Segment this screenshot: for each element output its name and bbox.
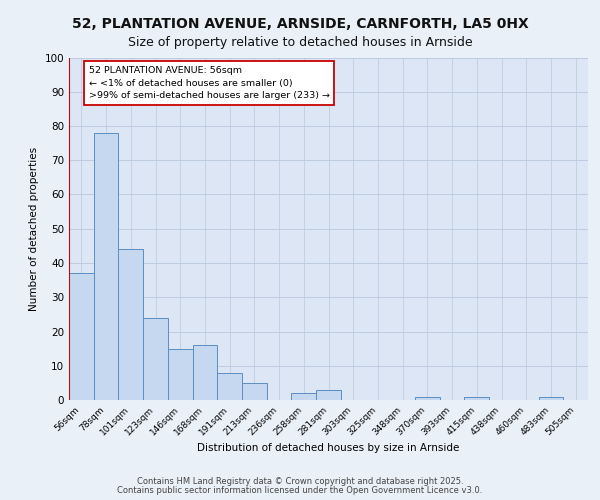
Bar bbox=[415, 396, 440, 400]
Y-axis label: Number of detached properties: Number of detached properties bbox=[29, 146, 39, 311]
Bar bbox=[168, 348, 193, 400]
Text: 52 PLANTATION AVENUE: 56sqm
← <1% of detached houses are smaller (0)
>99% of sem: 52 PLANTATION AVENUE: 56sqm ← <1% of det… bbox=[89, 66, 330, 100]
Bar bbox=[464, 396, 489, 400]
Text: Size of property relative to detached houses in Arnside: Size of property relative to detached ho… bbox=[128, 36, 472, 49]
Bar bbox=[316, 390, 341, 400]
Bar bbox=[292, 393, 316, 400]
X-axis label: Distribution of detached houses by size in Arnside: Distribution of detached houses by size … bbox=[197, 442, 460, 452]
Text: 52, PLANTATION AVENUE, ARNSIDE, CARNFORTH, LA5 0HX: 52, PLANTATION AVENUE, ARNSIDE, CARNFORT… bbox=[71, 18, 529, 32]
Text: Contains HM Land Registry data © Crown copyright and database right 2025.: Contains HM Land Registry data © Crown c… bbox=[137, 477, 463, 486]
Bar bbox=[118, 250, 143, 400]
Bar bbox=[193, 345, 217, 400]
Bar bbox=[69, 274, 94, 400]
Text: Contains public sector information licensed under the Open Government Licence v3: Contains public sector information licen… bbox=[118, 486, 482, 495]
Bar bbox=[242, 383, 267, 400]
Bar bbox=[217, 372, 242, 400]
Bar bbox=[539, 396, 563, 400]
Bar bbox=[143, 318, 168, 400]
Bar bbox=[94, 133, 118, 400]
